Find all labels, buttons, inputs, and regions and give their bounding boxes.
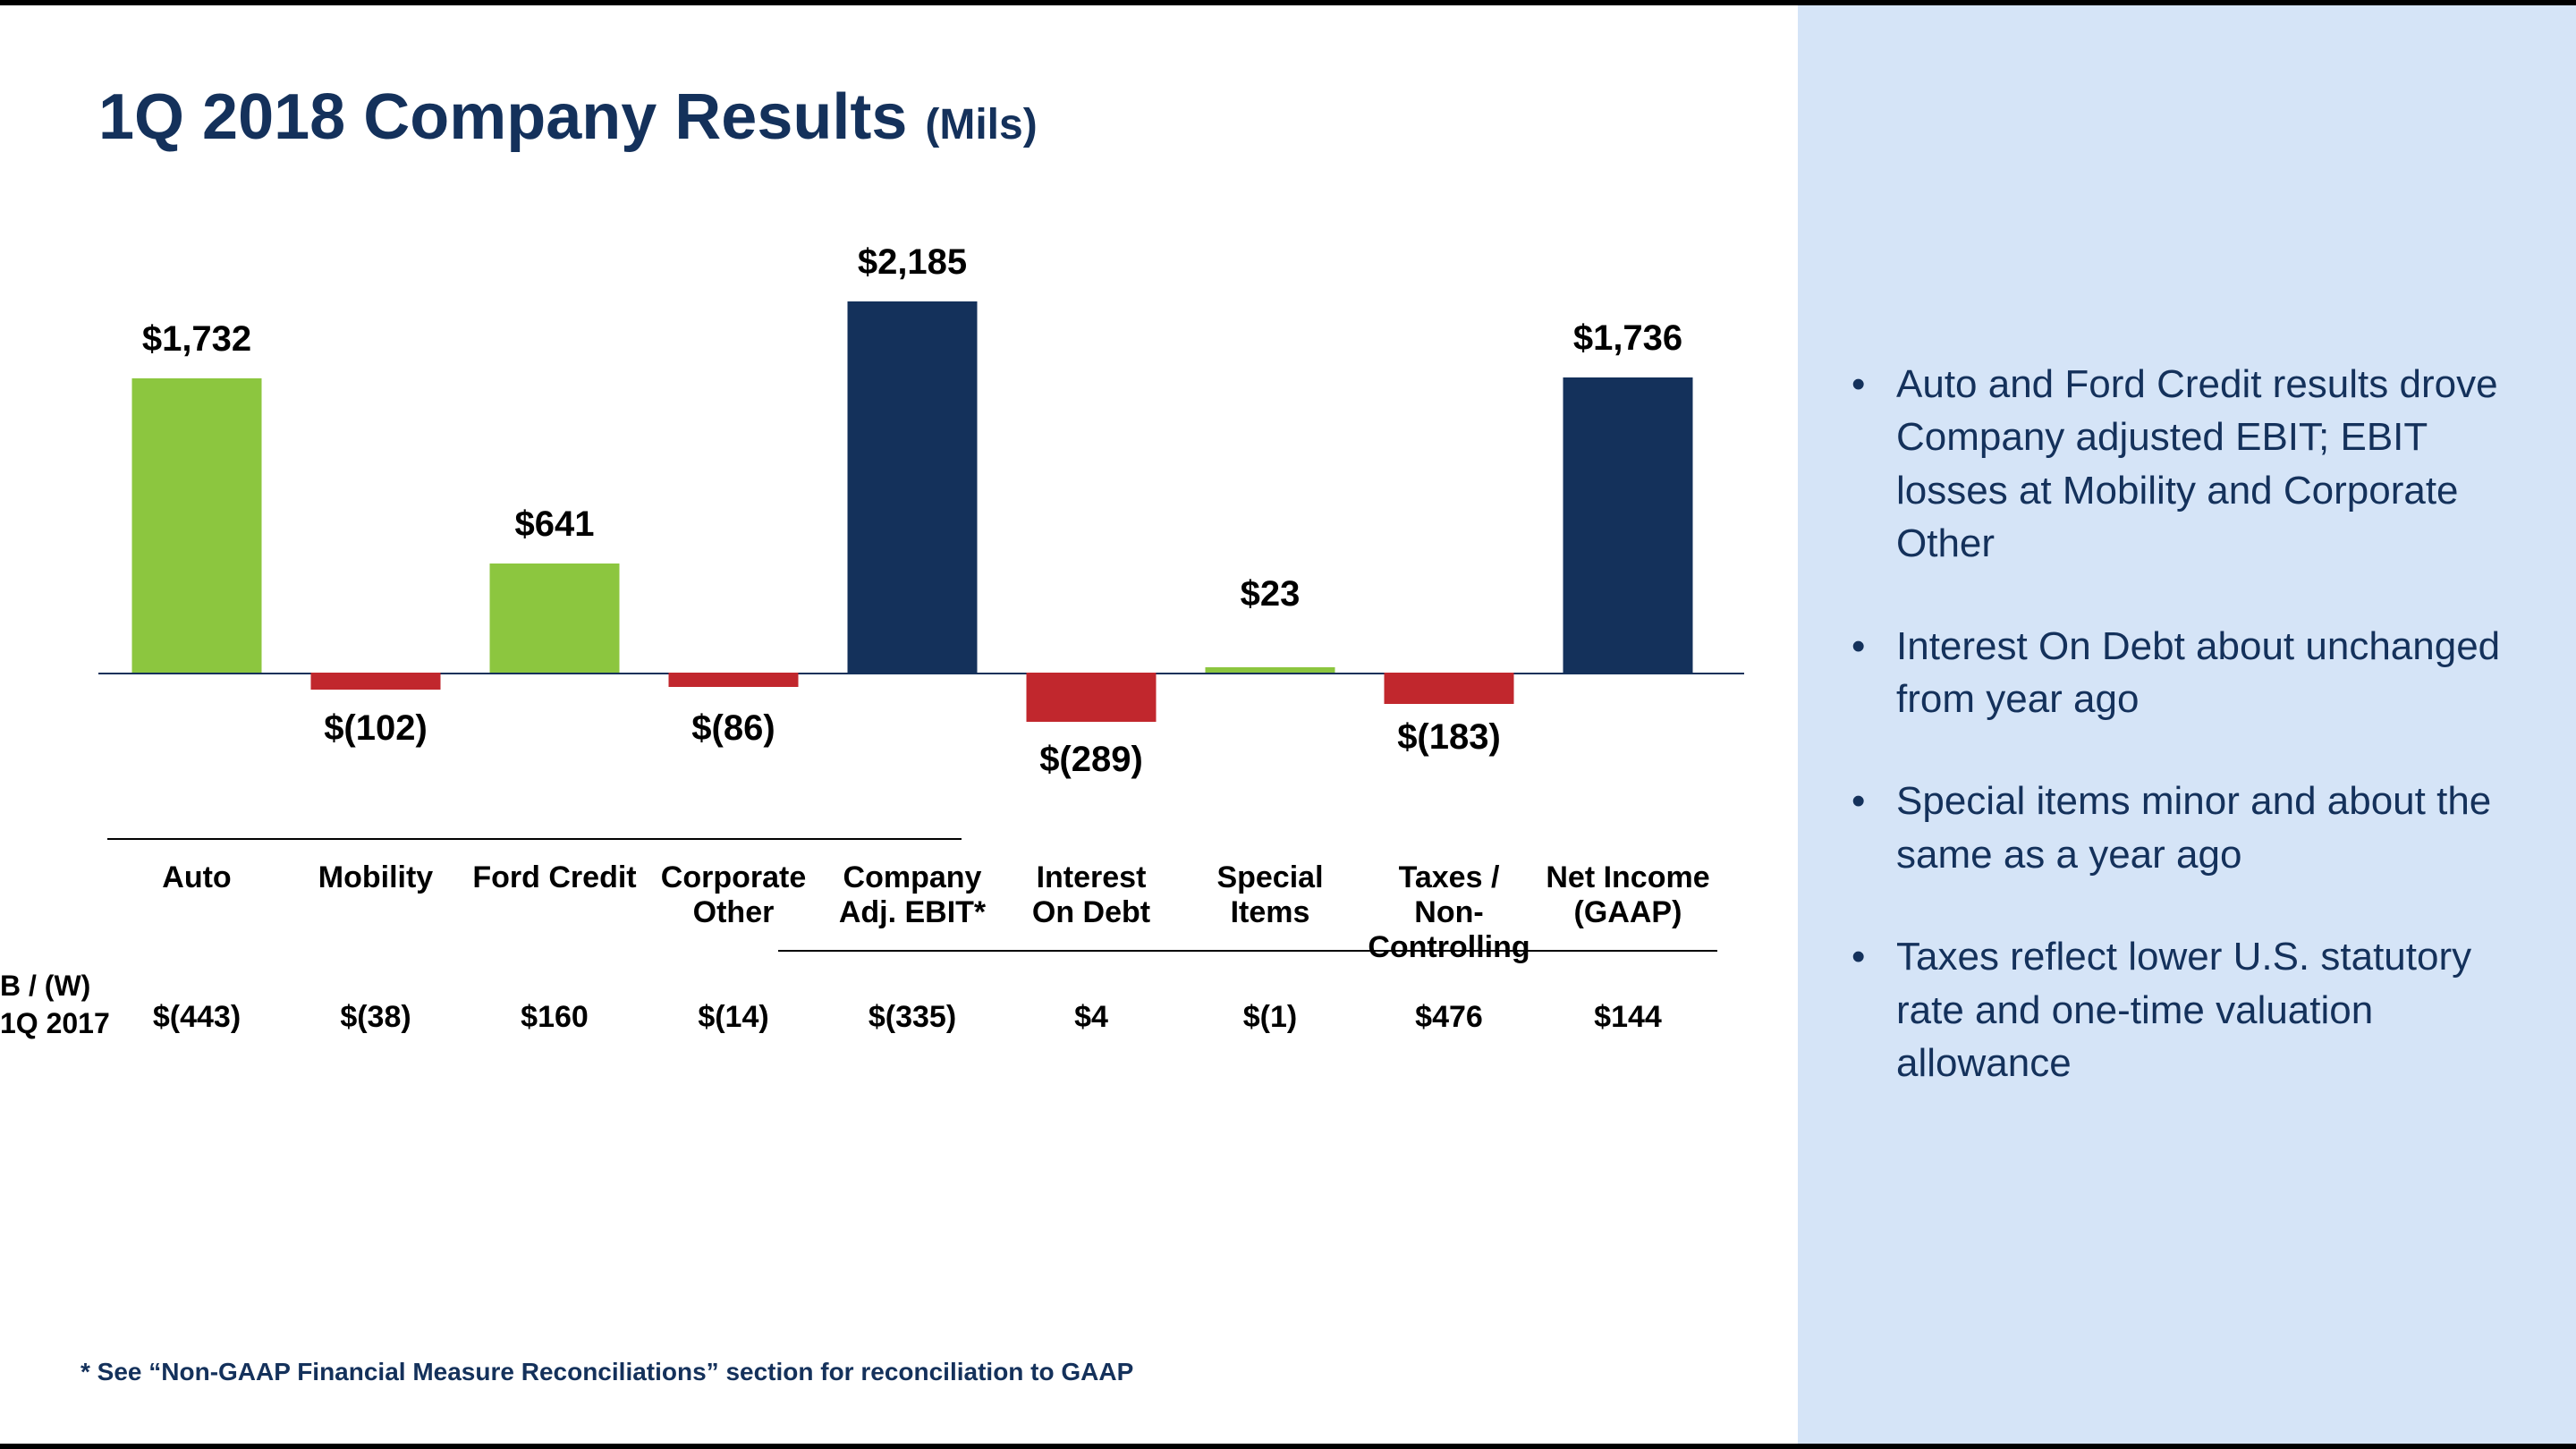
value-label-taxes: $(183) — [1397, 717, 1501, 758]
bullet-2: Special items minor and about the same a… — [1852, 775, 2513, 881]
bullet-list: Auto and Ford Credit results drove Compa… — [1852, 358, 2513, 1089]
value-label-int_debt: $(289) — [1039, 740, 1143, 780]
bw-header: B / (W) 1Q 2017 — [0, 968, 110, 1042]
bar-corp_other — [669, 673, 799, 687]
category-label-int_debt: InterestOn Debt — [1002, 860, 1181, 930]
bar-mobility — [311, 673, 441, 690]
category-label-adj_ebit: CompanyAdj. EBIT* — [823, 860, 1002, 930]
bw-header-line2: 1Q 2017 — [0, 1007, 110, 1039]
bar-col-int_debt: $(289) — [1002, 261, 1181, 834]
bar-col-special: $23 — [1181, 261, 1360, 834]
footnote: * See “Non-GAAP Financial Measure Reconc… — [80, 1358, 1133, 1386]
bar-col-mobility: $(102) — [286, 261, 465, 834]
category-label-net_income: Net Income(GAAP) — [1538, 860, 1717, 930]
bar-net_income — [1563, 377, 1693, 673]
bar-auto — [132, 378, 262, 673]
category-label-special: SpecialItems — [1181, 860, 1360, 930]
value-label-auto: $1,732 — [142, 319, 251, 360]
bullet-0: Auto and Ford Credit results drove Compa… — [1852, 358, 2513, 571]
bw-value-taxes: $476 — [1360, 1000, 1538, 1035]
category-label-mobility: Mobility — [286, 860, 465, 895]
divider-1 — [778, 950, 1717, 952]
bar-col-auto: $1,732 — [107, 261, 286, 834]
slide: 1Q 2018 Company Results (Mils) $1,732 $(1… — [0, 0, 2576, 1449]
bw-value-corp_other: $(14) — [644, 1000, 823, 1035]
category-label-corp_other: CorporateOther — [644, 860, 823, 930]
value-label-ford_credit: $641 — [515, 504, 595, 545]
main-panel: 1Q 2018 Company Results (Mils) $1,732 $(1… — [0, 0, 1798, 1449]
sidebar-panel: Auto and Ford Credit results drove Compa… — [1798, 0, 2576, 1449]
bar-col-taxes: $(183) — [1360, 261, 1538, 834]
bw-value-adj_ebit: $(335) — [823, 1000, 1002, 1035]
bar-special — [1206, 667, 1335, 673]
title-main: 1Q 2018 Company Results — [98, 81, 925, 153]
divider-0 — [107, 838, 962, 840]
value-label-adj_ebit: $2,185 — [858, 242, 967, 283]
value-label-corp_other: $(86) — [691, 708, 775, 749]
waterfall-chart: $1,732 $(102) $641 $(86) $2,185 $(289) $23 $(18… — [98, 261, 1744, 834]
bw-value-net_income: $144 — [1538, 1000, 1717, 1035]
bw-row: B / (W) 1Q 2017 $(443)$(38)$160$(14)$(33… — [98, 968, 1744, 1013]
bar-col-corp_other: $(86) — [644, 261, 823, 834]
value-label-mobility: $(102) — [324, 708, 428, 749]
bar-col-adj_ebit: $2,185 — [823, 261, 1002, 834]
bw-value-auto: $(443) — [107, 1000, 286, 1035]
value-label-special: $23 — [1241, 574, 1301, 614]
bullet-3: Taxes reflect lower U.S. statutory rate … — [1852, 930, 2513, 1089]
bar-int_debt — [1027, 673, 1157, 722]
bar-taxes — [1385, 673, 1514, 704]
category-label-auto: Auto — [107, 860, 286, 895]
category-label-ford_credit: Ford Credit — [465, 860, 644, 895]
bar-adj_ebit — [848, 301, 978, 673]
title-sub: (Mils) — [925, 101, 1037, 148]
bw-header-line1: B / (W) — [0, 970, 90, 1002]
bar-col-net_income: $1,736 — [1538, 261, 1717, 834]
bw-value-ford_credit: $160 — [465, 1000, 644, 1035]
bw-value-int_debt: $4 — [1002, 1000, 1181, 1035]
bw-value-mobility: $(38) — [286, 1000, 465, 1035]
page-title: 1Q 2018 Company Results (Mils) — [98, 80, 1744, 154]
bar-ford_credit — [490, 564, 620, 673]
category-row: AutoMobilityFord CreditCorporateOtherCom… — [98, 860, 1744, 959]
value-label-net_income: $1,736 — [1573, 318, 1682, 359]
bar-col-ford_credit: $641 — [465, 261, 644, 834]
bw-value-special: $(1) — [1181, 1000, 1360, 1035]
bullet-1: Interest On Debt about unchanged from ye… — [1852, 620, 2513, 726]
